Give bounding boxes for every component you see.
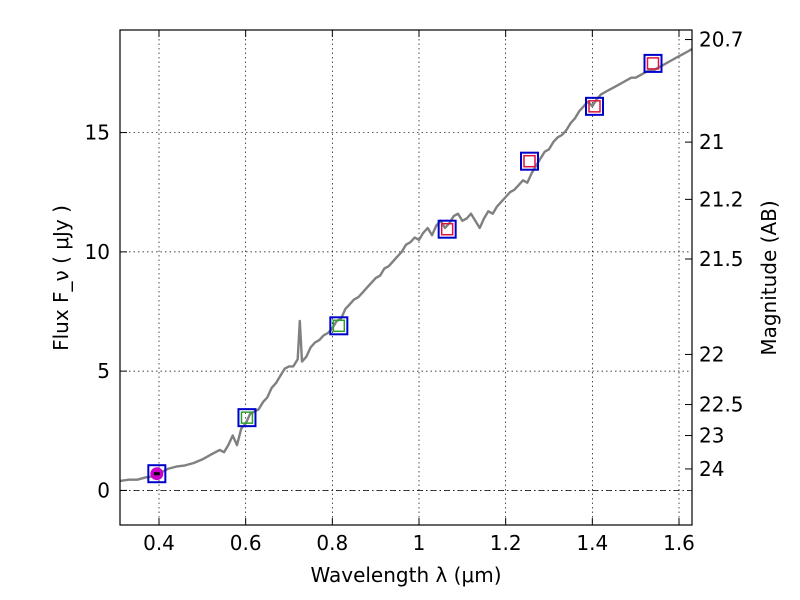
y-axis-label: Flux F_ν ( μJy )	[49, 205, 73, 351]
model-marker	[440, 222, 454, 236]
plot-frame	[119, 29, 693, 526]
photometry-point	[437, 219, 457, 239]
y-tick-label: 0	[97, 478, 110, 502]
observed-marker	[643, 53, 663, 73]
observed-marker	[585, 96, 604, 116]
right-tick-label: 21.5	[699, 247, 744, 271]
spectrum-line	[119, 48, 693, 483]
photometry-point	[520, 151, 539, 171]
photometry-point	[237, 408, 257, 428]
right-tick-label: 21.2	[699, 187, 744, 211]
x-tick-label: 1.6	[663, 531, 695, 555]
error-bar	[153, 472, 160, 476]
y-tick-label: 10	[85, 240, 110, 264]
right-tick-label: 22	[699, 342, 724, 366]
grid-lines	[120, 30, 692, 525]
right-tick-label: 21	[699, 130, 724, 154]
axis-tick-labels: 0.4 0.6 0.8 1 1.2 1.4 1.6 0 5 10 15 20.7 21 21.2 21.5 2…	[85, 28, 744, 555]
axis-ticks	[120, 30, 692, 525]
x-tick-label: 0.4	[143, 531, 175, 555]
x-tick-label: 1	[413, 531, 426, 555]
right-tick-label: 24	[699, 457, 724, 481]
model-marker	[588, 100, 601, 113]
photometry-point	[585, 96, 604, 116]
right-axis-label: Magnitude (AB)	[757, 200, 781, 355]
model-marker	[240, 411, 254, 424]
observed-marker	[329, 316, 349, 336]
x-tick-label: 1.2	[490, 531, 522, 555]
x-tick-label: 1.4	[576, 531, 608, 555]
observed-marker	[520, 151, 539, 171]
right-tick-label: 22.5	[699, 393, 744, 417]
x-tick-label: 0.6	[230, 531, 262, 555]
right-tick-label: 20.7	[699, 28, 744, 52]
x-axis-label: Wavelength λ (μm)	[310, 563, 501, 587]
right-tick-label: 23	[699, 424, 724, 448]
observed-marker	[147, 464, 167, 484]
photometry-point	[643, 53, 663, 73]
x-tick-label: 0.8	[316, 531, 348, 555]
photometry-points	[147, 53, 663, 484]
model-marker	[523, 154, 536, 168]
photometry-point	[329, 316, 349, 336]
y-tick-label: 5	[97, 359, 110, 383]
y-tick-label: 15	[85, 121, 110, 145]
model-marker	[646, 57, 660, 70]
model-marker	[332, 319, 346, 333]
observed-marker	[237, 408, 257, 428]
observed-marker	[437, 219, 457, 239]
photometry-point	[147, 464, 167, 484]
